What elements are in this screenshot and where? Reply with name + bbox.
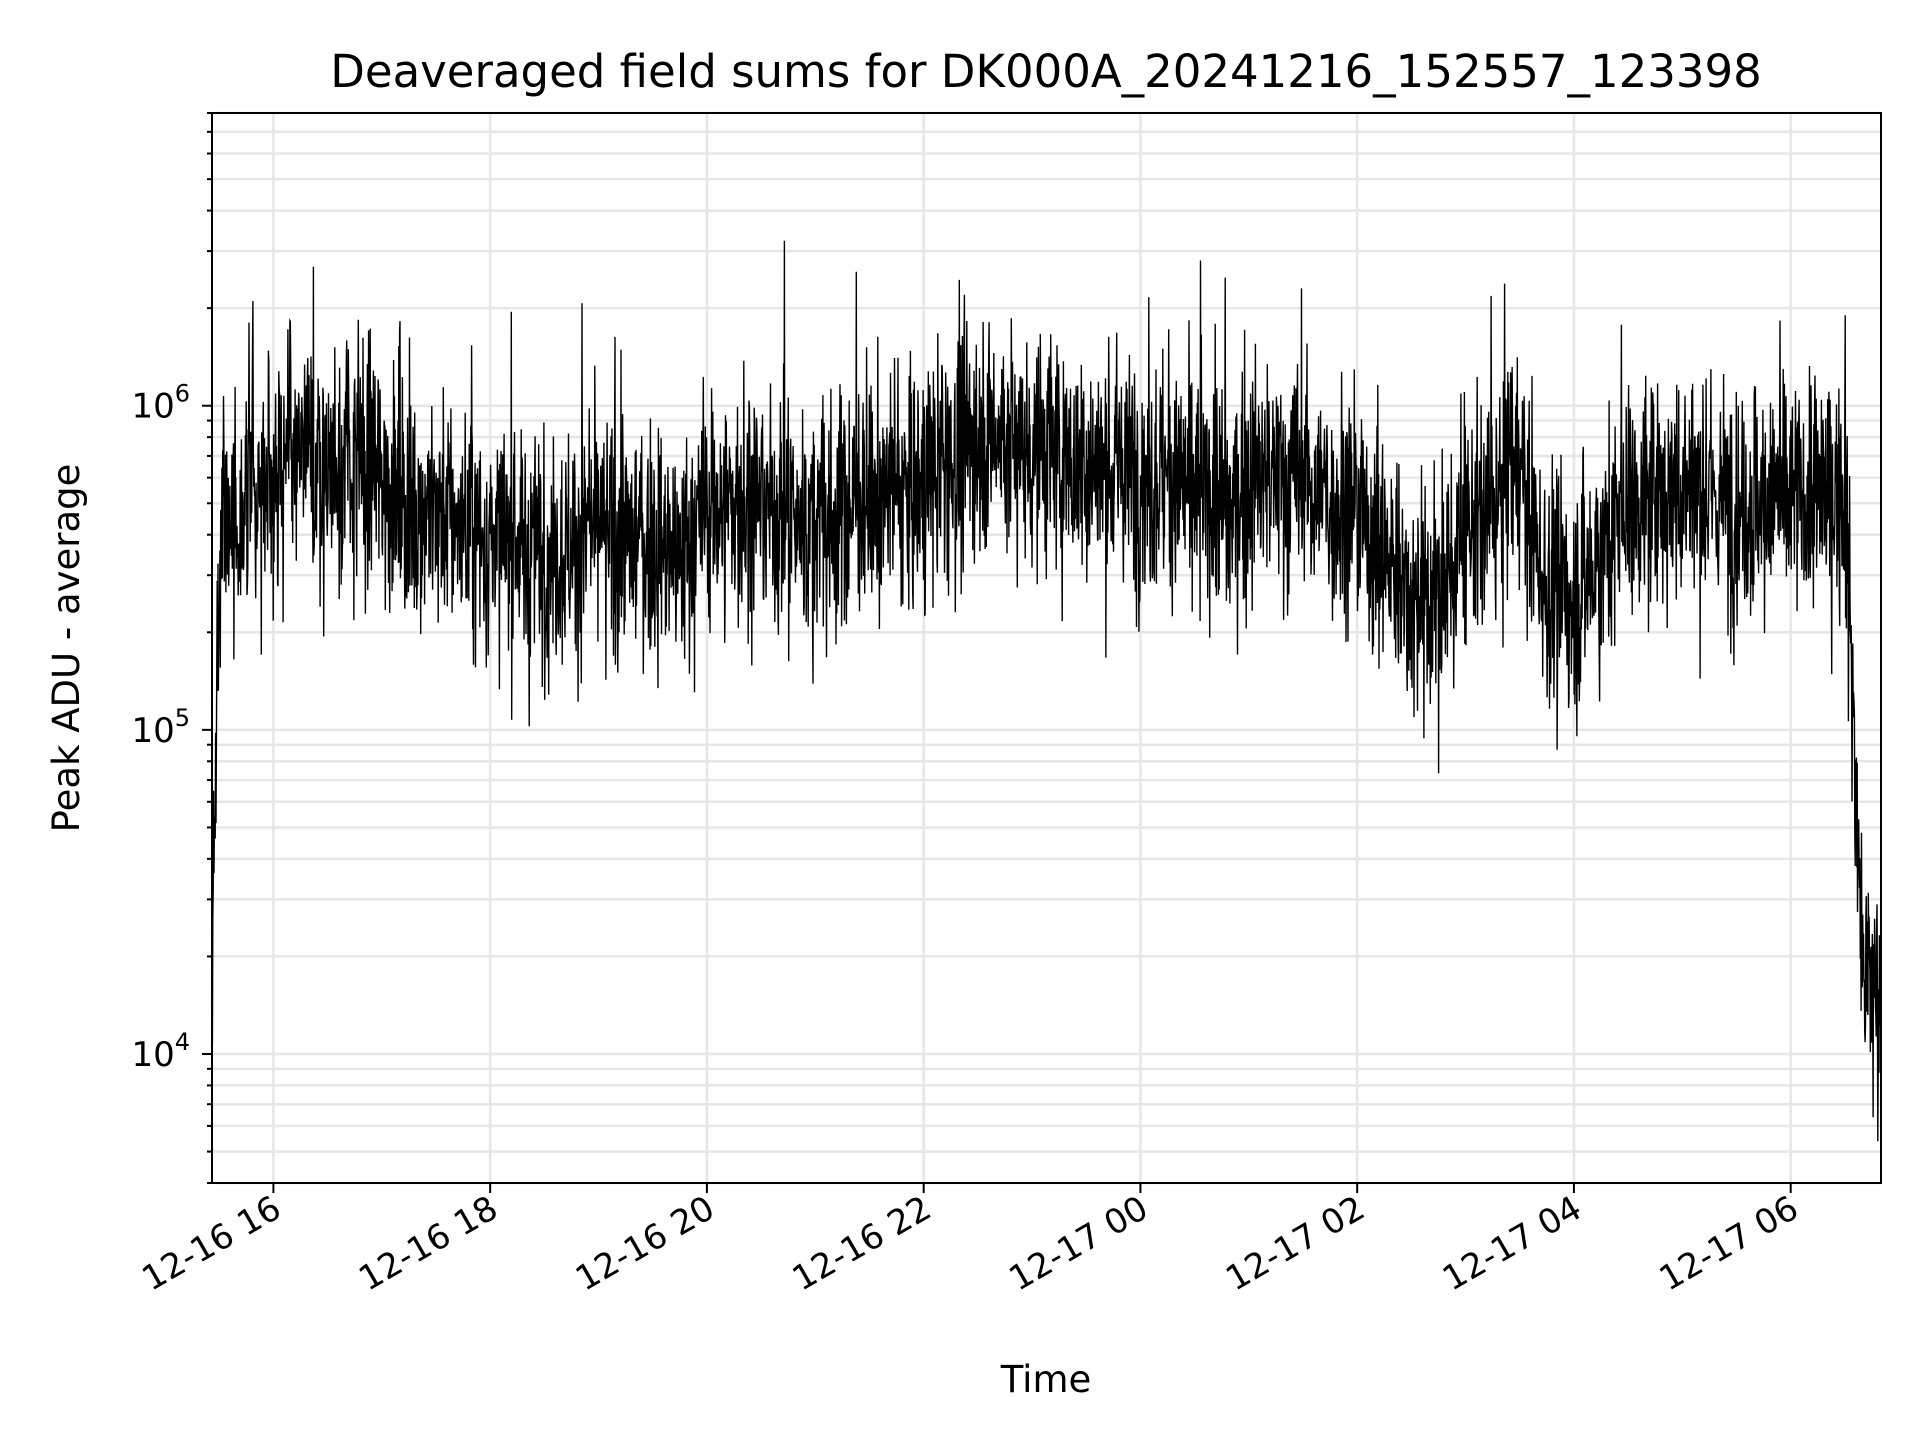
x-tick-label: 12-17 04: [1436, 1188, 1588, 1299]
chart-title: Deaveraged field sums for DK000A_2024121…: [330, 45, 1762, 98]
x-tick-label: 12-16 20: [569, 1188, 721, 1299]
series-line: [211, 240, 1882, 1142]
plot-frame: [211, 112, 1882, 1184]
x-tick-label: 12-16 16: [136, 1188, 288, 1299]
y-tick-label: 106: [131, 380, 190, 427]
x-axis: 12-16 16 12-16 18 12-16 20 12-16 22 12-17 00…: [136, 1183, 1805, 1299]
y-axis: 104 105 106: [131, 112, 212, 1184]
x-axis-label: Time: [1000, 1358, 1092, 1401]
grid: [212, 111, 1881, 1185]
x-tick-label: 12-16 18: [352, 1188, 504, 1299]
x-tick-label: 12-17 06: [1653, 1188, 1805, 1299]
x-tick-label: 12-17 02: [1219, 1188, 1371, 1299]
series-layer: [211, 240, 1882, 1142]
y-tick-label: 104: [131, 1028, 190, 1075]
y-axis-label: Peak ADU - average: [45, 464, 88, 833]
x-tick-label: 12-16 22: [786, 1188, 938, 1299]
y-tick-label: 105: [131, 704, 190, 751]
x-tick-label: 12-17 00: [1003, 1188, 1155, 1299]
